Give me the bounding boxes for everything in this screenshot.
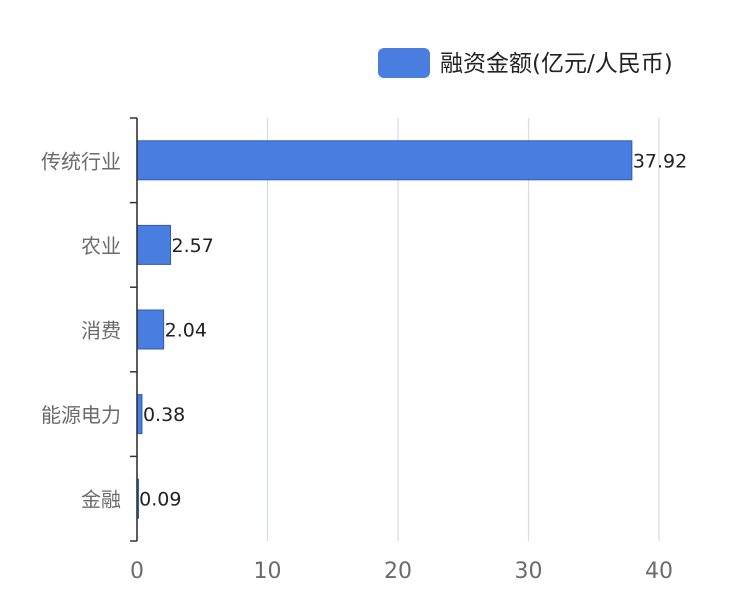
data-label-3: 0.38 (143, 404, 185, 426)
category-label-0: 传统行业 (41, 149, 121, 173)
data-label-2: 2.04 (165, 320, 207, 342)
data-label-0: 37.92 (633, 150, 687, 172)
data-label-1: 2.57 (172, 235, 214, 257)
bar-2 (136, 309, 165, 350)
bar-0 (136, 140, 633, 181)
x-tick-label-3: 30 (515, 559, 543, 584)
legend-label: 融资金额(亿元/人民币) (440, 51, 673, 77)
data-label-4: 0.09 (139, 489, 181, 511)
bar-1 (136, 224, 172, 265)
category-label-4: 金融 (81, 488, 121, 512)
x-tick-label-4: 40 (645, 559, 673, 584)
legend-swatch (378, 48, 430, 78)
legend: 融资金额(亿元/人民币) (378, 48, 673, 78)
category-label-3: 能源电力 (41, 403, 121, 427)
labels: 37.92 传统行业 2.57 农业 2.04 消费 0.38 能源电力 0.09 金融 0 10 20… (41, 149, 687, 584)
x-tick-label-2: 20 (384, 559, 412, 584)
axes (130, 117, 138, 542)
category-label-1: 农业 (81, 234, 121, 258)
x-tick-label-1: 10 (254, 559, 282, 584)
bars (136, 140, 633, 519)
x-tick-label-0: 0 (130, 559, 144, 584)
category-label-2: 消费 (81, 319, 121, 343)
grid-lines (266, 118, 660, 541)
